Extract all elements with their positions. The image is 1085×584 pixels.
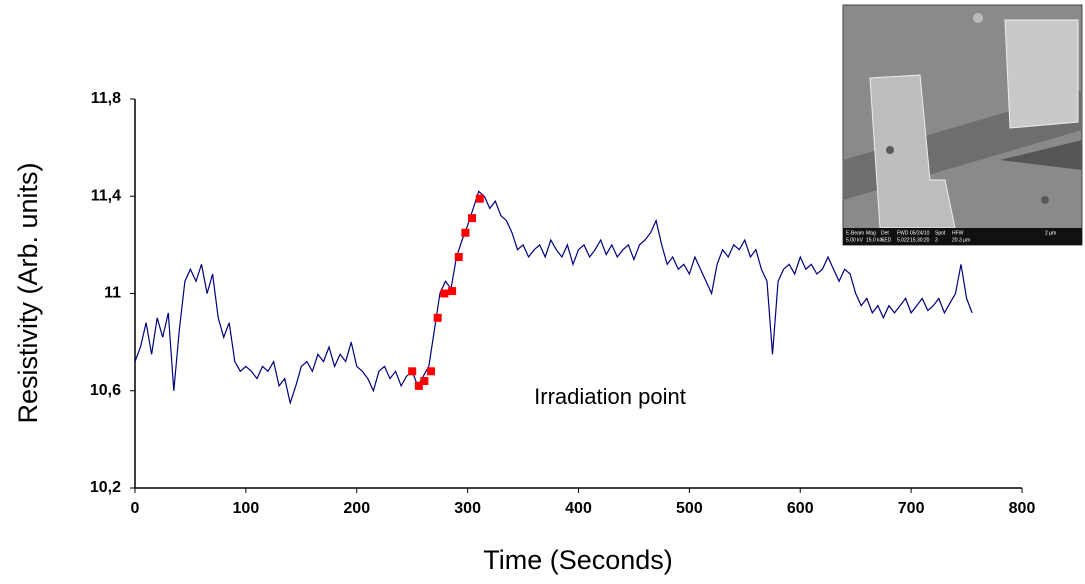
irradiation-point [454,253,463,262]
y-tick-label: 11,8 [91,90,121,107]
sem-inset [842,4,1083,246]
sem-value: 15.0 kX [866,237,884,243]
annotation: Irradiation point [534,384,686,409]
x-tick-label: 100 [233,500,260,517]
sem-label: Mag [866,230,876,236]
x-tick-label: 0 [131,500,140,517]
irradiation-point [427,367,436,376]
irradiation-point [408,367,417,376]
sem-value: 15:30:20 [910,237,930,243]
y-tick-label: 11,4 [91,187,121,204]
sem-label: 05/24/10 [910,230,930,236]
irradiation-point [414,381,423,390]
sem-label: FWD [897,230,909,236]
irradiation-point [440,289,449,298]
x-tick-label: 700 [898,500,925,517]
irradiation-point [448,287,457,296]
x-tick-label: 300 [454,500,481,517]
sem-label: Spot [935,230,946,236]
sem-value: 3 [935,237,938,243]
sem-value: 20.3 µm [952,237,970,243]
x-tick-label: 200 [343,500,370,517]
y-tick-label: 11 [104,285,121,302]
y-tick-label: 10,2 [90,479,121,496]
irradiation-point [420,377,429,386]
x-tick-label: 400 [565,500,592,517]
irradiation-point [433,313,442,322]
sem-value: 5.00 kV [846,237,864,243]
sem-label: 2 µm [1045,230,1056,236]
sem-value: 5.022 [897,237,910,243]
irradiation-point [468,214,477,223]
sem-label: Det [881,230,889,236]
data-line [134,190,973,406]
x-tick-label: 500 [676,500,703,517]
y-axis-title: Resistivity (Arb. units) [13,162,43,423]
x-axis-title: Time (Seconds) [483,545,673,575]
x-tick-label: 600 [787,500,814,517]
sem-label: E-Beam [846,230,864,236]
irradiation-point [461,228,470,237]
sem-value: SED [881,237,892,243]
y-tick-label: 10,6 [90,382,121,399]
irradiation-point [475,194,484,203]
sem-label: HFW [952,230,964,236]
x-tick-label: 800 [1009,500,1036,517]
